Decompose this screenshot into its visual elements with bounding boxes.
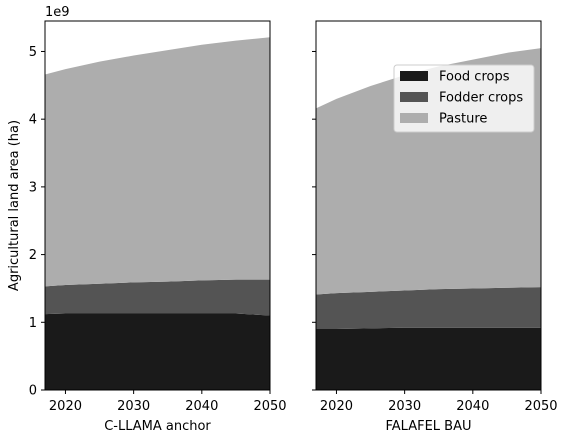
- y-tick-label: 3: [29, 180, 37, 195]
- y-tick-label: 2: [29, 248, 37, 263]
- x-tick-label: 2030: [117, 399, 150, 414]
- y-tick-label: 4: [29, 113, 37, 128]
- x-tick-label: 2050: [524, 399, 557, 414]
- area-food-crops: [316, 327, 541, 390]
- x-tick-label: 2040: [185, 399, 218, 414]
- x-tick-label: 2020: [320, 399, 353, 414]
- area-pasture: [45, 37, 270, 287]
- legend-swatch-pasture: [400, 113, 428, 123]
- y-axis-label: Agricultural land area (ha): [7, 120, 22, 291]
- area-food-crops: [45, 313, 270, 390]
- panel-1: 2020 2030 2040 2050 0 1 2 3 4 5 C-LLAMA anchor: [29, 20, 287, 434]
- legend: Food crops Fodder crops Pasture: [393, 64, 535, 133]
- x-tick-label: 2020: [49, 399, 82, 414]
- panel-frame: [44, 20, 271, 391]
- legend-swatch-fodder-crops: [400, 92, 428, 102]
- y-tick-label: 1: [29, 316, 37, 331]
- x-axis-label: C-LLAMA anchor: [104, 419, 211, 434]
- area-fodder-crops: [316, 287, 541, 330]
- legend-label-food-crops: Food crops: [439, 70, 510, 85]
- y-tick-label: 5: [29, 45, 37, 60]
- legend-label-fodder-crops: Fodder crops: [439, 91, 523, 106]
- x-axis-label: FALAFEL BAU: [385, 419, 471, 434]
- panel-frame: [315, 20, 542, 391]
- legend-box: [393, 64, 535, 133]
- legend-swatch-food-crops: [400, 71, 428, 81]
- y-tick-label: 0: [29, 384, 37, 399]
- x-tick-label: 2050: [253, 399, 286, 414]
- x-tick-label: 2040: [456, 399, 489, 414]
- y-offset-label: 1e9: [45, 5, 70, 20]
- legend-label-pasture: Pasture: [439, 112, 487, 127]
- area-fodder-crops: [45, 279, 270, 316]
- x-tick-label: 2030: [388, 399, 421, 414]
